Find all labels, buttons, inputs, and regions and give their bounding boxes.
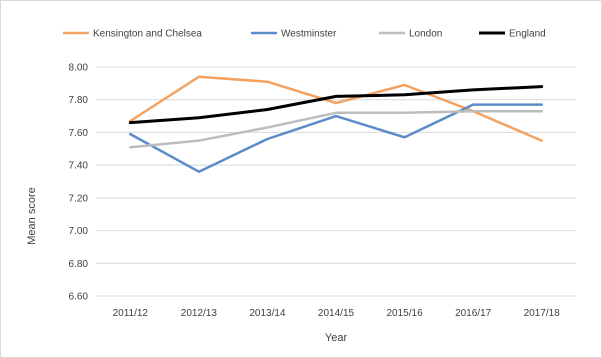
x-tick-label: 2016/17 — [455, 308, 492, 319]
gridlines — [96, 66, 576, 297]
y-tick-label: 6.80 — [69, 259, 89, 270]
x-tick-label: 2017/18 — [524, 308, 561, 319]
y-axis-title: Mean score — [26, 187, 38, 244]
x-tick-label: 2015/16 — [386, 308, 423, 319]
x-tick-label: 2011/12 — [113, 308, 149, 319]
series-lines — [128, 75, 544, 173]
series-line-england — [128, 85, 544, 125]
y-tick-label: 7.00 — [69, 226, 89, 237]
x-tick-label: 2013/14 — [249, 308, 286, 319]
x-axis-ticks: 2011/12 2012/13 2013/14 2014/15 2015/16 2016/… — [113, 308, 561, 319]
y-tick-label: 7.80 — [69, 95, 89, 106]
x-tick-label: 2012/13 — [181, 308, 218, 319]
y-tick-label: 7.20 — [69, 193, 89, 204]
series-line-london — [129, 109, 543, 149]
series-line-westminster — [129, 103, 543, 173]
legend-label: Westminster — [281, 29, 337, 40]
y-tick-label: 7.40 — [69, 161, 89, 172]
legend: Kensington and Chelsea Westminster London E… — [63, 29, 546, 40]
series-line-kensington-and-chelsea — [129, 75, 543, 142]
legend-label: England — [509, 29, 546, 40]
legend-label: London — [409, 29, 442, 40]
x-axis-title: Year — [325, 332, 348, 344]
y-axis-ticks: 6.60 6.80 7.00 7.20 7.40 7.60 7.80 8.00 — [69, 63, 89, 303]
y-tick-label: 8.00 — [69, 63, 89, 74]
y-tick-label: 6.60 — [69, 292, 89, 303]
x-tick-label: 2014/15 — [318, 308, 355, 319]
y-tick-label: 7.60 — [69, 128, 89, 139]
legend-label: Kensington and Chelsea — [93, 29, 202, 40]
